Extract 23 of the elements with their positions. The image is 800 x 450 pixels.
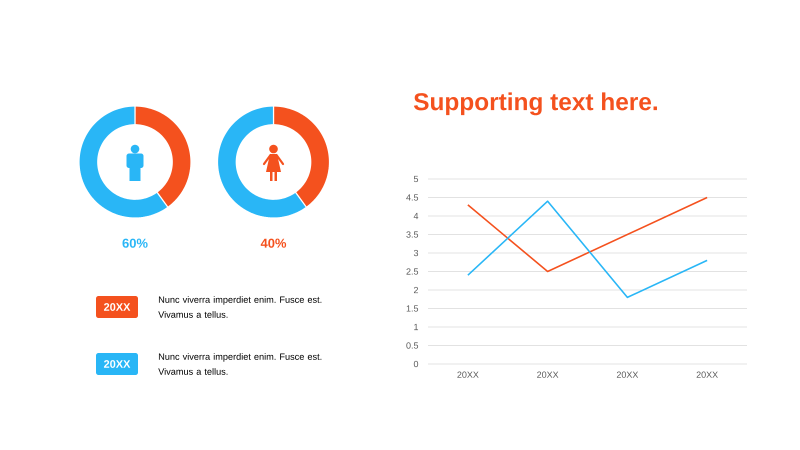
- y-tick-label: 1.5: [406, 305, 418, 312]
- text: 20XX: [104, 360, 130, 368]
- text: Nunc viverra imperdiet enim. Fusce est. Vivamus a tellus.: [158, 353, 322, 375]
- y-tick-label: 4.5: [406, 194, 418, 201]
- y-tick-label: 3: [414, 250, 418, 256]
- line-series: [467, 200, 708, 298]
- y-tick-label: 0.5: [406, 342, 418, 349]
- x-tick-label: 20XX: [696, 372, 718, 378]
- text: 20XX: [104, 303, 130, 311]
- text: 60%: [122, 238, 148, 248]
- x-tick-label: 20XX: [537, 372, 558, 378]
- y-tick-label: 2: [414, 286, 418, 294]
- chart-title: Supporting text here.: [414, 92, 657, 116]
- y-tick-label: 1: [414, 324, 418, 330]
- text: Nunc viverra imperdiet enim. Fusce est. Vivamus a tellus.: [158, 296, 322, 318]
- y-tick-label: 0: [414, 360, 418, 368]
- x-tick-label: 20XX: [616, 372, 638, 378]
- y-tick-label: 4: [414, 212, 418, 220]
- x-tick-label: 20XX: [457, 372, 479, 378]
- y-tick-label: 5: [414, 176, 418, 182]
- y-tick-label: 3.5: [406, 231, 418, 238]
- y-tick-label: 2.5: [406, 268, 418, 275]
- text: 40%: [260, 238, 286, 248]
